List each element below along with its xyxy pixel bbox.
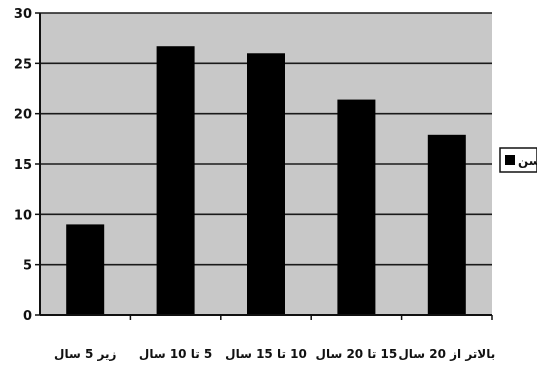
x-category-label: زیر 5 سال: [54, 347, 116, 361]
y-axis-ticks: 0 5 10 15 20 25 30: [14, 7, 40, 324]
y-tick-label: 20: [14, 108, 32, 123]
x-axis-labels: زیر 5 سال 5 تا 10 سال 10 تا 15 سال 15 تا 20…: [54, 315, 495, 361]
y-tick-label: 0: [23, 309, 32, 324]
y-tick-label: 15: [14, 158, 32, 173]
bars: [66, 46, 466, 316]
bar: [337, 99, 376, 315]
legend-swatch: [505, 155, 515, 165]
y-tick-label: 5: [23, 259, 32, 274]
y-tick-label: 25: [14, 57, 32, 72]
y-tick-label: 30: [14, 7, 32, 22]
legend-label: سن: [518, 154, 537, 168]
bar: [427, 134, 466, 315]
bar: [66, 224, 105, 315]
bar: [247, 53, 285, 316]
x-category-label: 15 تا 20 سال: [316, 347, 398, 361]
bar: [156, 46, 195, 315]
legend: سن: [499, 147, 537, 173]
x-category-label: 5 تا 10 سال: [139, 347, 212, 361]
x-category-label: 10 تا 15 سال: [225, 347, 307, 361]
x-category-label: بالاتر از 20 سال: [398, 347, 495, 361]
y-tick-label: 10: [14, 208, 32, 223]
